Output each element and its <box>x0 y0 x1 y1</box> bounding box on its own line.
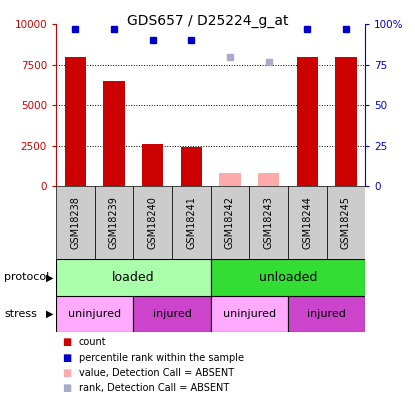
Bar <box>95 186 133 259</box>
Bar <box>288 296 365 332</box>
Text: GSM18238: GSM18238 <box>71 196 81 249</box>
Text: ■: ■ <box>62 337 71 347</box>
Text: protocol: protocol <box>4 273 49 282</box>
Bar <box>56 296 133 332</box>
Text: count: count <box>79 337 107 347</box>
Text: GSM18239: GSM18239 <box>109 196 119 249</box>
Bar <box>133 296 210 332</box>
Text: ▶: ▶ <box>46 273 54 282</box>
Bar <box>142 144 163 186</box>
Bar <box>249 186 288 259</box>
Text: injured: injured <box>153 309 191 319</box>
Text: rank, Detection Call = ABSENT: rank, Detection Call = ABSENT <box>79 384 229 393</box>
Bar <box>210 259 365 296</box>
Bar <box>103 81 124 186</box>
Text: loaded: loaded <box>112 271 155 284</box>
Text: ▶: ▶ <box>46 309 54 319</box>
Text: uninjured: uninjured <box>68 309 121 319</box>
Bar <box>65 57 86 186</box>
Text: percentile rank within the sample: percentile rank within the sample <box>79 353 244 362</box>
Bar <box>327 186 365 259</box>
Text: injured: injured <box>307 309 346 319</box>
Text: ■: ■ <box>62 368 71 378</box>
Bar <box>210 186 249 259</box>
Text: GSM18244: GSM18244 <box>302 196 312 249</box>
Bar <box>335 57 356 186</box>
Bar <box>172 186 210 259</box>
Bar <box>219 173 241 186</box>
Bar <box>288 186 327 259</box>
Bar <box>56 186 95 259</box>
Bar <box>181 147 202 186</box>
Text: GSM18243: GSM18243 <box>264 196 273 249</box>
Bar <box>56 259 210 296</box>
Text: stress: stress <box>4 309 37 319</box>
Text: value, Detection Call = ABSENT: value, Detection Call = ABSENT <box>79 368 234 378</box>
Bar <box>210 296 288 332</box>
Text: unloaded: unloaded <box>259 271 317 284</box>
Text: ■: ■ <box>62 384 71 393</box>
Text: ■: ■ <box>62 353 71 362</box>
Text: GSM18245: GSM18245 <box>341 196 351 249</box>
Text: GDS657 / D25224_g_at: GDS657 / D25224_g_at <box>127 14 288 28</box>
Text: uninjured: uninjured <box>223 309 276 319</box>
Bar <box>258 173 279 186</box>
Text: GSM18242: GSM18242 <box>225 196 235 249</box>
Text: GSM18241: GSM18241 <box>186 196 196 249</box>
Text: GSM18240: GSM18240 <box>148 196 158 249</box>
Bar <box>133 186 172 259</box>
Bar <box>297 57 318 186</box>
